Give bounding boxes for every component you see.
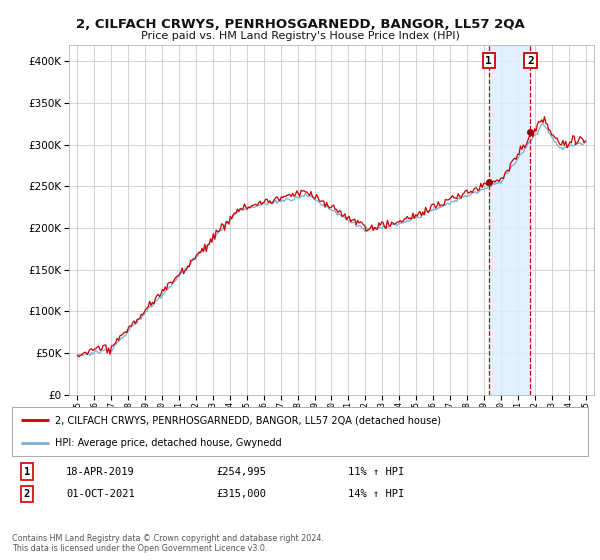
Text: 2: 2 <box>527 55 534 66</box>
Bar <box>489 45 530 395</box>
Text: 2: 2 <box>24 489 30 499</box>
Text: Contains HM Land Registry data © Crown copyright and database right 2024.
This d: Contains HM Land Registry data © Crown c… <box>12 534 324 553</box>
Text: 18-APR-2019: 18-APR-2019 <box>66 466 135 477</box>
Text: HPI: Average price, detached house, Gwynedd: HPI: Average price, detached house, Gwyn… <box>55 438 282 448</box>
Text: 2, CILFACH CRWYS, PENRHOSGARNEDD, BANGOR, LL57 2QA: 2, CILFACH CRWYS, PENRHOSGARNEDD, BANGOR… <box>76 18 524 31</box>
Text: 2, CILFACH CRWYS, PENRHOSGARNEDD, BANGOR, LL57 2QA (detached house): 2, CILFACH CRWYS, PENRHOSGARNEDD, BANGOR… <box>55 416 441 426</box>
Text: 11% ↑ HPI: 11% ↑ HPI <box>348 466 404 477</box>
Text: Price paid vs. HM Land Registry's House Price Index (HPI): Price paid vs. HM Land Registry's House … <box>140 31 460 41</box>
Text: 14% ↑ HPI: 14% ↑ HPI <box>348 489 404 499</box>
Text: £254,995: £254,995 <box>216 466 266 477</box>
Text: 1: 1 <box>24 466 30 477</box>
Text: 1: 1 <box>485 55 492 66</box>
Text: 01-OCT-2021: 01-OCT-2021 <box>66 489 135 499</box>
Text: £315,000: £315,000 <box>216 489 266 499</box>
